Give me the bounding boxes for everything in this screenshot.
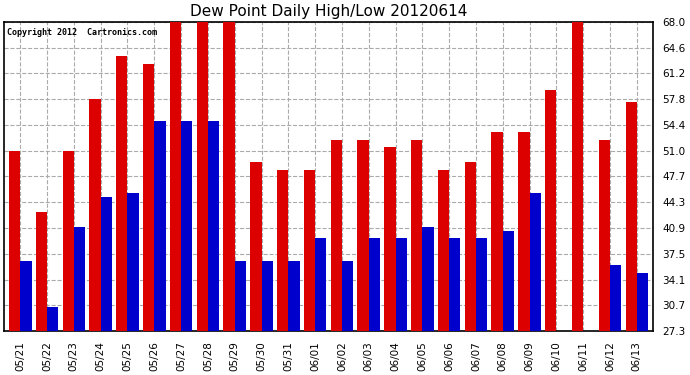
Bar xyxy=(277,170,288,331)
Bar xyxy=(626,102,637,331)
Bar xyxy=(101,196,112,331)
Bar xyxy=(235,261,246,331)
Bar xyxy=(422,227,433,331)
Bar xyxy=(315,238,326,331)
Bar xyxy=(288,261,299,331)
Bar xyxy=(197,22,208,331)
Bar xyxy=(545,90,556,331)
Bar xyxy=(637,273,648,331)
Bar xyxy=(170,22,181,331)
Bar xyxy=(411,140,422,331)
Bar xyxy=(384,147,395,331)
Bar xyxy=(518,132,529,331)
Bar xyxy=(143,63,155,331)
Bar xyxy=(610,265,621,331)
Bar xyxy=(74,227,85,331)
Bar xyxy=(438,170,449,331)
Bar xyxy=(529,193,541,331)
Bar xyxy=(464,162,476,331)
Bar xyxy=(262,261,273,331)
Bar xyxy=(116,56,128,331)
Bar xyxy=(181,121,193,331)
Bar xyxy=(90,99,101,331)
Title: Dew Point Daily High/Low 20120614: Dew Point Daily High/Low 20120614 xyxy=(190,4,467,19)
Bar xyxy=(20,261,32,331)
Bar xyxy=(63,151,74,331)
Bar xyxy=(599,140,610,331)
Bar xyxy=(155,121,166,331)
Bar xyxy=(331,140,342,331)
Bar xyxy=(449,238,460,331)
Text: Copyright 2012  Cartronics.com: Copyright 2012 Cartronics.com xyxy=(8,28,157,37)
Bar xyxy=(304,170,315,331)
Bar xyxy=(128,193,139,331)
Bar xyxy=(491,132,503,331)
Bar xyxy=(395,238,407,331)
Bar xyxy=(357,140,368,331)
Bar xyxy=(9,151,20,331)
Bar xyxy=(476,238,487,331)
Bar xyxy=(250,162,262,331)
Bar xyxy=(503,231,514,331)
Bar xyxy=(572,22,583,331)
Bar xyxy=(36,212,47,331)
Bar xyxy=(208,121,219,331)
Bar xyxy=(47,307,59,331)
Bar xyxy=(224,22,235,331)
Bar xyxy=(368,238,380,331)
Bar xyxy=(342,261,353,331)
